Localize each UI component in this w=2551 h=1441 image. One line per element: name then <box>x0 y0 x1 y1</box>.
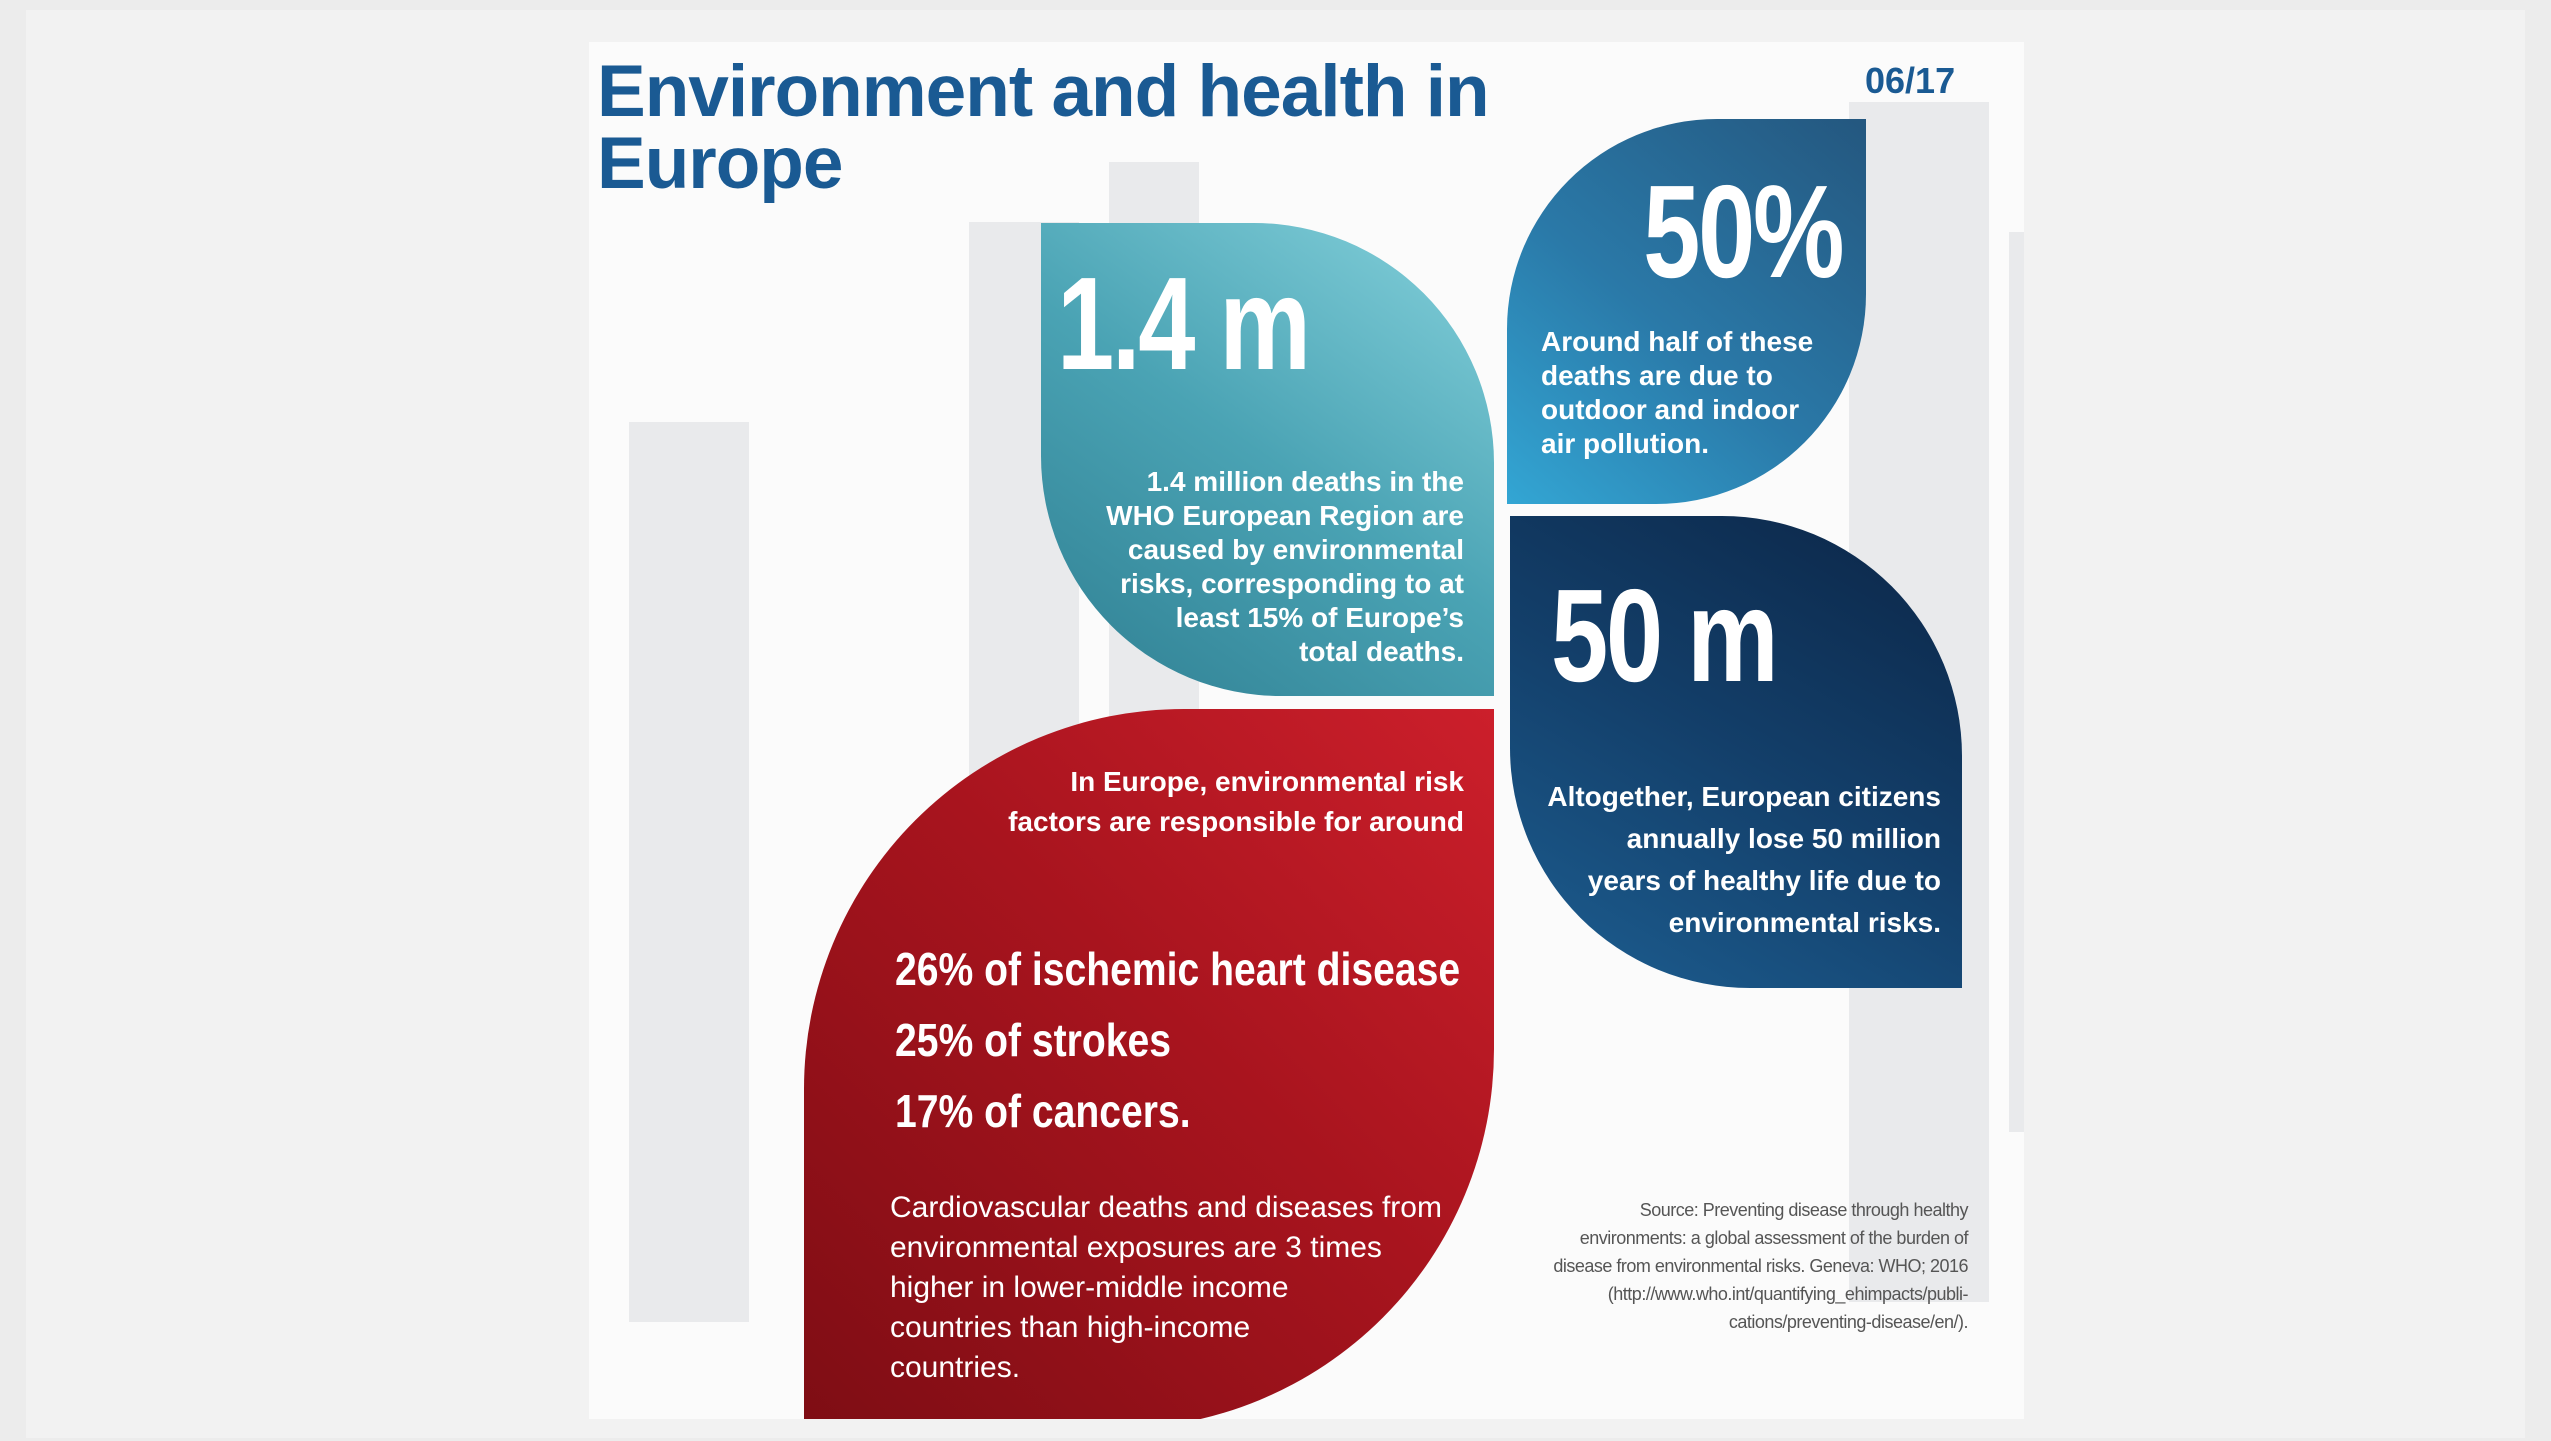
infographic: Environment and health in Europe 06/17 1… <box>589 42 2024 1419</box>
issue-number: 06/17 <box>1865 60 1955 102</box>
background-building <box>2009 232 2024 1132</box>
text-line: risks, corresponding to at <box>1106 567 1464 601</box>
text-line: environmental risks. <box>1547 902 1941 944</box>
text-line: higher in lower-middle income <box>890 1268 1442 1308</box>
text-line: Cardiovascular deaths and diseases from <box>890 1188 1442 1228</box>
page: {"header": {"title": "Environment and he… <box>0 0 2551 1441</box>
source-line: environments: a global assessment of the… <box>1553 1224 1968 1252</box>
text-line: Altogether, European citizens <box>1547 776 1941 818</box>
text-line: least 15% of Europe’s <box>1106 601 1464 635</box>
title: Environment and health in Europe <box>597 56 1517 200</box>
headline-figure: 50 m <box>1551 570 1776 702</box>
text-line: environmental exposures are 3 times <box>890 1228 1442 1268</box>
source-line: Source: Preventing disease through healt… <box>1553 1196 1968 1224</box>
source-line: disease from environmental risks. Geneva… <box>1553 1252 1968 1280</box>
source-note: Source: Preventing disease through healt… <box>1553 1196 1968 1336</box>
source-line: (http://www.who.int/quantifying_ehimpact… <box>1553 1280 1968 1308</box>
text-line: caused by environmental <box>1106 533 1464 567</box>
text-line: deaths are due to <box>1541 359 1813 393</box>
source-line: cations/preventing-disease/en/). <box>1553 1308 1968 1336</box>
stat-line: 26% of ischemic heart disease <box>895 934 1460 1005</box>
text-line: annually lose 50 million <box>1547 818 1941 860</box>
background-building <box>629 422 749 1322</box>
headline-figure: 1.4 m <box>1057 258 1309 390</box>
text-line: 1.4 million deaths in the <box>1106 465 1464 499</box>
text-line: years of healthy life due to <box>1547 860 1941 902</box>
text-line: Around half of these <box>1541 325 1813 359</box>
stat-line: 17% of cancers. <box>895 1076 1460 1147</box>
text-line: countries. <box>890 1348 1442 1388</box>
text-line: air pollution. <box>1541 427 1813 461</box>
text-line: factors are responsible for around <box>1008 802 1464 842</box>
stat-line: 25% of strokes <box>895 1005 1460 1076</box>
text-line: WHO European Region are <box>1106 499 1464 533</box>
text-line: countries than high-income <box>890 1308 1442 1348</box>
text-line: In Europe, environmental risk <box>1008 762 1464 802</box>
text-line: outdoor and indoor <box>1541 393 1813 427</box>
headline-figure: 50% <box>1643 166 1842 298</box>
text-line: total deaths. <box>1106 635 1464 669</box>
